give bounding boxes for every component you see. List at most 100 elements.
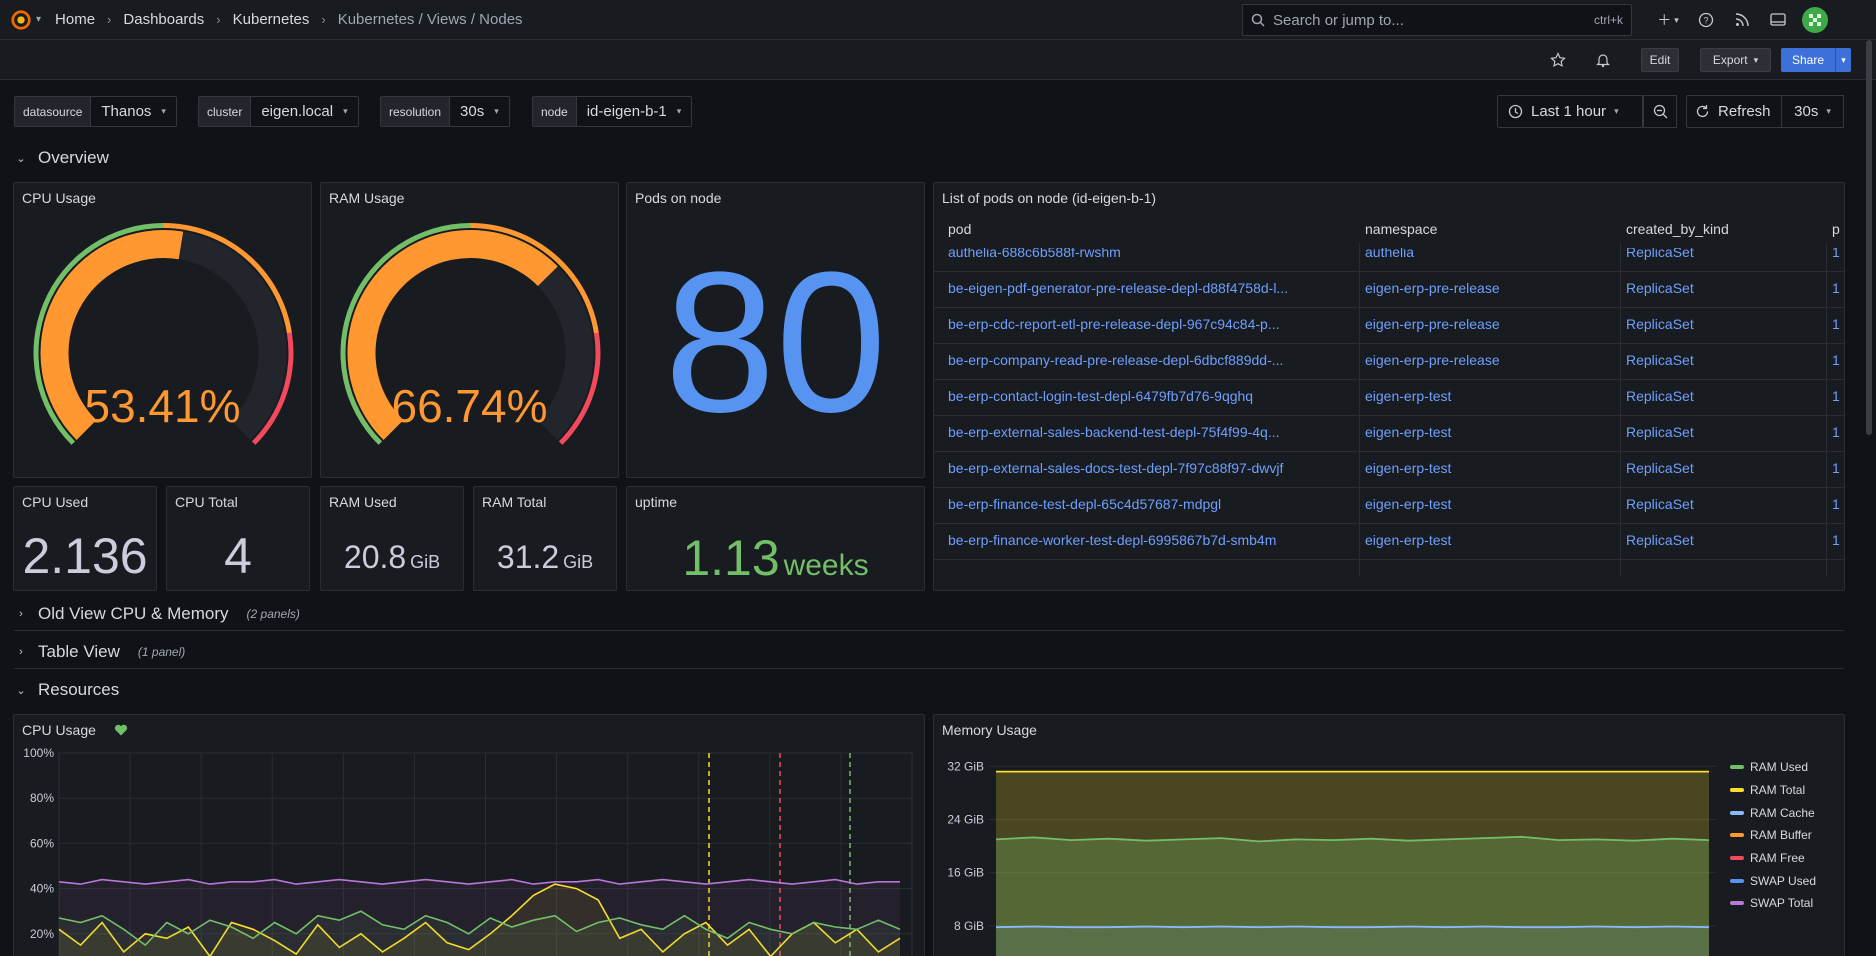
legend-item[interactable]: SWAP Used [1730, 869, 1816, 892]
pod-name-cell[interactable]: authelia-688c6b588f-rwshm [948, 248, 1121, 260]
variable-value[interactable]: eigen.local ▾ [251, 97, 358, 126]
pod-name-cell[interactable]: be-erp-finance-test-depl-65c4d57687-mdpg… [948, 496, 1222, 512]
legend-item[interactable]: RAM Buffer [1730, 824, 1816, 847]
p-cell[interactable]: 1 [1832, 316, 1840, 332]
column-header-created-by-kind[interactable]: created_by_kind [1626, 221, 1729, 237]
ram-used-stat: 20.8 GiB [321, 539, 463, 576]
breadcrumb-dashboards[interactable]: Dashboards [123, 11, 205, 28]
created-by-kind-cell[interactable]: ReplicaSet [1626, 248, 1694, 260]
page-scrollbar[interactable] [1866, 40, 1872, 435]
created-by-kind-cell[interactable]: ReplicaSet [1626, 280, 1694, 296]
chevron-right-icon: › [107, 12, 112, 27]
p-cell[interactable]: 1 [1832, 460, 1840, 476]
namespace-cell[interactable]: eigen-erp-pre-release [1365, 352, 1500, 368]
namespace-cell[interactable]: eigen-erp-test [1365, 388, 1452, 404]
created-by-kind-cell[interactable]: ReplicaSet [1626, 316, 1694, 332]
row-overview[interactable]: ⌄ Overview [14, 148, 109, 168]
created-by-kind-cell[interactable]: ReplicaSet [1626, 388, 1694, 404]
legend-item[interactable]: SWAP Total [1730, 892, 1816, 915]
namespace-cell[interactable]: eigen-erp-test [1365, 424, 1452, 440]
pod-name-cell[interactable]: be-erp-external-sales-docs-test-depl-7f9… [948, 460, 1284, 476]
namespace-cell[interactable]: eigen-erp-test [1365, 532, 1452, 548]
table-row[interactable]: be-erp-contact-login-test-depl-6479fb7d7… [934, 380, 1844, 416]
column-header-p[interactable]: p [1832, 221, 1840, 237]
row-title: Overview [38, 148, 109, 167]
column-header-pod[interactable]: pod [948, 221, 972, 237]
chevron-down-icon[interactable]: ▾ [36, 14, 42, 25]
star-icon[interactable] [1546, 48, 1570, 72]
legend-item[interactable]: RAM Free [1730, 847, 1816, 870]
variable-datasource[interactable]: datasource Thanos ▾ [14, 96, 177, 127]
p-cell[interactable]: 1 [1832, 388, 1840, 404]
created-by-kind-cell[interactable]: ReplicaSet [1626, 352, 1694, 368]
table-row[interactable]: be-erp-finance-test-depl-65c4d57687-mdpg… [934, 488, 1844, 524]
dock-icon[interactable] [1760, 0, 1796, 40]
p-cell[interactable]: 1 [1832, 248, 1840, 260]
p-cell[interactable]: 1 [1832, 280, 1840, 296]
p-cell[interactable]: 1 [1832, 352, 1840, 368]
table-row[interactable]: be-eigen-pdf-generator-pre-release-depl-… [934, 272, 1844, 308]
p-cell[interactable]: 1 [1832, 532, 1840, 548]
variable-label: resolution [381, 97, 451, 126]
namespace-cell[interactable]: eigen-erp-pre-release [1365, 280, 1500, 296]
panel-cpu-timeseries: CPU Usage 100% 80% 60% 40% 20% [13, 714, 925, 956]
refresh-interval-select[interactable]: 30s ▾ [1782, 95, 1844, 128]
created-by-kind-cell[interactable]: ReplicaSet [1626, 532, 1694, 548]
variable-value[interactable]: 30s ▾ [450, 97, 509, 126]
table-row[interactable]: be-erp-external-sales-backend-test-depl-… [934, 416, 1844, 452]
table-row[interactable]: be-erp-company-read-pre-release-depl-6db… [934, 344, 1844, 380]
p-cell[interactable]: 1 [1832, 496, 1840, 512]
pod-name-cell[interactable]: be-eigen-pdf-generator-pre-release-depl-… [948, 280, 1289, 296]
pod-name-cell[interactable]: be-erp-finance-worker-test-depl-6995867b… [948, 532, 1277, 548]
pod-name-cell[interactable]: be-erp-company-read-pre-release-depl-6db… [948, 352, 1284, 368]
variable-label: node [533, 97, 577, 126]
ram-total-value: 31.2 [496, 539, 560, 575]
chevron-down-icon[interactable]: ▾ [1835, 48, 1851, 72]
bell-icon[interactable] [1591, 48, 1615, 72]
plus-icon[interactable]: ＋ ▾ [1657, 12, 1679, 28]
namespace-cell[interactable]: eigen-erp-pre-release [1365, 316, 1500, 332]
pod-name-cell[interactable]: be-erp-external-sales-backend-test-depl-… [948, 424, 1280, 440]
variable-value[interactable]: id-eigen-b-1 ▾ [576, 97, 692, 126]
help-icon[interactable]: ? [1688, 0, 1724, 40]
column-header-namespace[interactable]: namespace [1365, 221, 1438, 237]
share-button[interactable]: Share ▾ [1781, 48, 1851, 72]
variable-value[interactable]: Thanos ▾ [91, 97, 176, 126]
pod-name-cell[interactable]: be-erp-cdc-report-etl-pre-release-depl-9… [948, 316, 1280, 332]
breadcrumb-kubernetes[interactable]: Kubernetes [232, 11, 310, 28]
series-line [995, 835, 1710, 843]
namespace-cell[interactable]: authelia [1365, 248, 1415, 260]
grafana-logo-icon[interactable] [10, 9, 32, 31]
search-input[interactable]: Search or jump to... ctrl+k [1242, 4, 1632, 36]
created-by-kind-cell[interactable]: ReplicaSet [1626, 460, 1694, 476]
time-range-picker[interactable]: Last 1 hour ▾ [1497, 95, 1643, 128]
avatar[interactable] [1802, 7, 1828, 33]
refresh-button[interactable]: Refresh [1686, 95, 1782, 128]
row-resources[interactable]: ⌄ Resources [14, 680, 119, 700]
created-by-kind-cell[interactable]: ReplicaSet [1626, 424, 1694, 440]
variable-node[interactable]: node id-eigen-b-1 ▾ [532, 96, 693, 127]
legend-item[interactable]: RAM Used [1730, 756, 1816, 779]
table-row[interactable]: authelia-688c6b588f-rwshm authelia Replica… [934, 248, 1844, 272]
legend-item[interactable]: RAM Cache [1730, 801, 1816, 824]
variable-cluster[interactable]: cluster eigen.local ▾ [198, 96, 359, 127]
row-old-view[interactable]: › Old View CPU & Memory (2 panels) [14, 604, 300, 624]
edit-button[interactable]: Edit [1641, 48, 1679, 72]
time-range-label: Last 1 hour [1531, 103, 1607, 120]
series-line [58, 883, 901, 956]
table-row[interactable]: be-erp-finance-worker-test-depl-6995867b… [934, 524, 1844, 560]
export-button[interactable]: Export ▾ [1700, 48, 1771, 72]
p-cell[interactable]: 1 [1832, 424, 1840, 440]
variable-resolution[interactable]: resolution 30s ▾ [380, 96, 510, 127]
legend-item[interactable]: RAM Total [1730, 779, 1816, 802]
rss-icon[interactable] [1724, 0, 1760, 40]
table-row[interactable]: be-erp-external-sales-docs-test-depl-7f9… [934, 452, 1844, 488]
pod-name-cell[interactable]: be-erp-contact-login-test-depl-6479fb7d7… [948, 388, 1254, 404]
zoom-out-button[interactable] [1643, 95, 1677, 128]
row-table-view[interactable]: › Table View (1 panel) [14, 642, 185, 662]
table-row[interactable]: be-erp-cdc-report-etl-pre-release-depl-9… [934, 308, 1844, 344]
created-by-kind-cell[interactable]: ReplicaSet [1626, 496, 1694, 512]
namespace-cell[interactable]: eigen-erp-test [1365, 496, 1452, 512]
namespace-cell[interactable]: eigen-erp-test [1365, 460, 1452, 476]
breadcrumb-home[interactable]: Home [55, 11, 96, 28]
